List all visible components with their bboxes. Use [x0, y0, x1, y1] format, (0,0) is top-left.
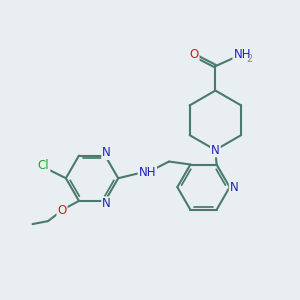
Text: 2: 2: [246, 54, 252, 64]
Text: O: O: [57, 204, 67, 217]
Text: N: N: [102, 146, 111, 159]
Text: O: O: [189, 48, 199, 61]
Text: N: N: [211, 143, 220, 157]
Text: NH: NH: [233, 48, 251, 61]
Text: NH: NH: [139, 166, 156, 179]
Text: N: N: [230, 181, 239, 194]
Text: N: N: [102, 197, 111, 210]
Text: Cl: Cl: [38, 159, 50, 172]
